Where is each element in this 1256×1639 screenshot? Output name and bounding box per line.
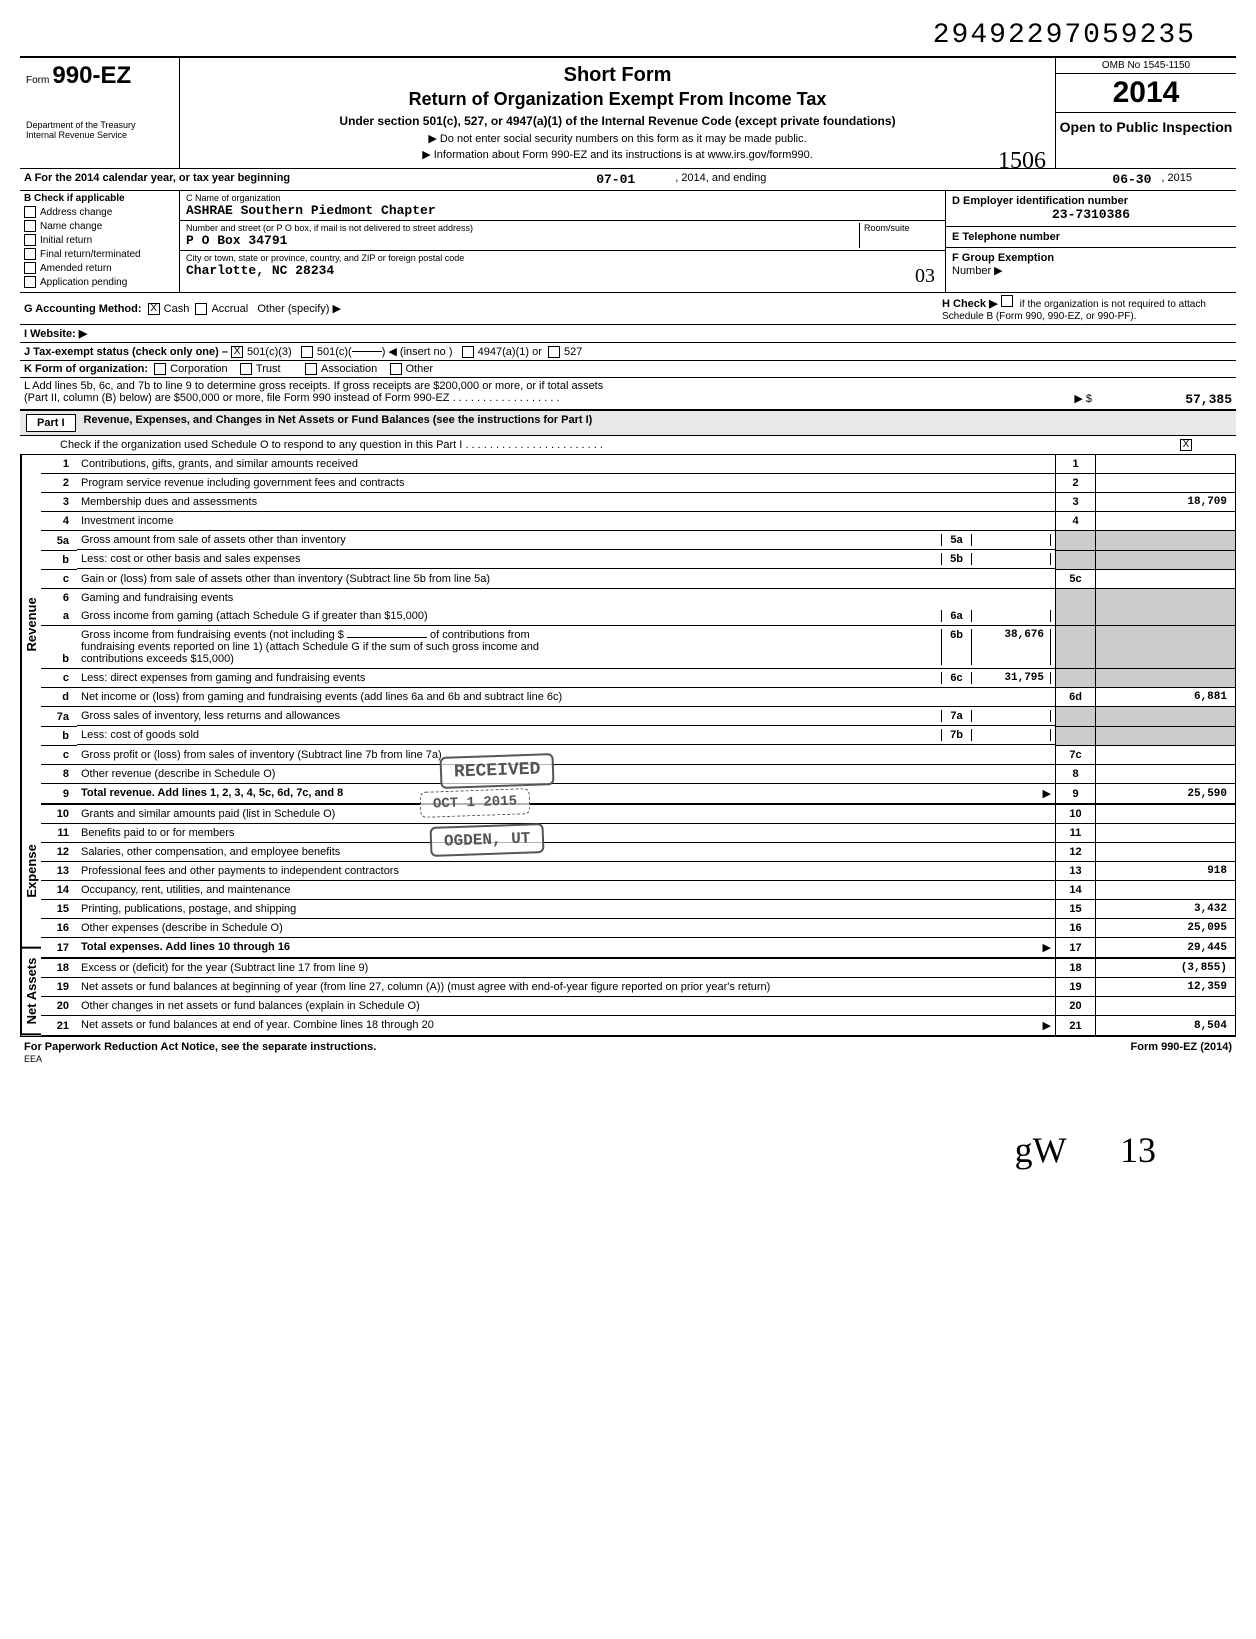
cb-cash[interactable]: X bbox=[148, 303, 160, 315]
label-netassets: Net Assets bbox=[21, 948, 41, 1035]
cb-other[interactable] bbox=[390, 363, 402, 375]
cb-address-change[interactable] bbox=[24, 206, 36, 218]
part-1-header: Part I Revenue, Expenses, and Changes in… bbox=[20, 409, 1236, 436]
cb-corporation[interactable] bbox=[154, 363, 166, 375]
row-i-website: I Website: ▶ bbox=[20, 325, 1236, 343]
cb-accrual[interactable] bbox=[195, 303, 207, 315]
val-line-18: (3,855) bbox=[1096, 958, 1236, 978]
val-line-3: 18,709 bbox=[1096, 493, 1236, 512]
form-ref: Form 990-EZ (2014) bbox=[1131, 1041, 1232, 1065]
page-footer: For Paperwork Reduction Act Notice, see … bbox=[20, 1036, 1236, 1069]
cb-501c3[interactable]: X bbox=[231, 346, 243, 358]
org-info-section: B Check if applicable Address change Nam… bbox=[20, 191, 1236, 293]
val-line-19: 12,359 bbox=[1096, 977, 1236, 996]
handwritten-03: 03 bbox=[915, 265, 935, 288]
form-header: Form 990-EZ Department of the Treasury I… bbox=[20, 56, 1236, 169]
form-title-long: Return of Organization Exempt From Incom… bbox=[190, 89, 1045, 110]
val-line-6b: 38,676 bbox=[971, 629, 1051, 665]
val-line-17: 29,445 bbox=[1096, 937, 1236, 958]
section-b-checkboxes: B Check if applicable Address change Nam… bbox=[20, 191, 180, 292]
cb-trust[interactable] bbox=[240, 363, 252, 375]
initials: gW 13 bbox=[20, 1129, 1236, 1171]
cb-amended-return[interactable] bbox=[24, 262, 36, 274]
cb-application-pending[interactable] bbox=[24, 276, 36, 288]
open-public-label: Open to Public Inspection bbox=[1056, 113, 1236, 141]
val-line-6c: 31,795 bbox=[971, 672, 1051, 684]
row-g-accounting: G Accounting Method: X Cash Accrual Othe… bbox=[20, 293, 1236, 325]
cb-501c[interactable] bbox=[301, 346, 313, 358]
cb-name-change[interactable] bbox=[24, 220, 36, 232]
cb-schedule-o[interactable]: X bbox=[1180, 439, 1192, 451]
cb-4947[interactable] bbox=[462, 346, 474, 358]
cb-527[interactable] bbox=[548, 346, 560, 358]
cb-schedule-b[interactable] bbox=[1001, 295, 1013, 307]
cb-association[interactable] bbox=[305, 363, 317, 375]
stamp-received: RECEIVED bbox=[439, 753, 554, 789]
cb-initial-return[interactable] bbox=[24, 234, 36, 246]
row-a-tax-year: A For the 2014 calendar year, or tax yea… bbox=[20, 169, 1236, 191]
row-k-form-org: K Form of organization: Corporation Trus… bbox=[20, 361, 1236, 378]
document-number: 29492297059235 bbox=[20, 20, 1236, 51]
val-line-9: 25,590 bbox=[1096, 783, 1236, 804]
ein: 23-7310386 bbox=[952, 207, 1230, 222]
handwritten-note: 1506 bbox=[998, 148, 1046, 175]
gross-receipts: 57,385 bbox=[1092, 392, 1232, 407]
row-l-gross-receipts: L Add lines 5b, 6c, and 7b to line 9 to … bbox=[20, 378, 1236, 409]
val-line-6d: 6,881 bbox=[1096, 688, 1236, 707]
val-line-13: 918 bbox=[1096, 861, 1236, 880]
val-line-16: 25,095 bbox=[1096, 918, 1236, 937]
form-meta: OMB No 1545-1150 2014 Open to Public Ins… bbox=[1056, 58, 1236, 168]
dept-irs: Internal Revenue Service bbox=[26, 130, 173, 140]
section-c-org: C Name of organization ASHRAE Southern P… bbox=[180, 191, 946, 292]
form-page: 29492297059235 Form 990-EZ Department of… bbox=[20, 20, 1236, 1171]
tax-year: 2014 bbox=[1056, 74, 1236, 113]
stamp-date: OCT 1 2015 bbox=[420, 788, 531, 818]
label-revenue: Revenue bbox=[21, 455, 41, 795]
form-title-block: Short Form Return of Organization Exempt… bbox=[180, 58, 1056, 168]
row-j-tax-status: J Tax-exempt status (check only one) – X… bbox=[20, 343, 1236, 361]
label-expense: Expense bbox=[21, 795, 41, 949]
val-line-21: 8,504 bbox=[1096, 1015, 1236, 1035]
form-title-short: Short Form bbox=[190, 64, 1045, 87]
cb-final-return[interactable] bbox=[24, 248, 36, 260]
stamp-ogden: OGDEN, UT bbox=[430, 823, 545, 857]
part-1-table: Revenue Expense Net Assets 1Contribution… bbox=[20, 455, 1236, 1036]
val-line-15: 3,432 bbox=[1096, 899, 1236, 918]
lines-table: 1Contributions, gifts, grants, and simil… bbox=[41, 455, 1236, 1036]
omb-number: OMB No 1545-1150 bbox=[1056, 58, 1236, 74]
form-subtitle: Under section 501(c), 527, or 4947(a)(1)… bbox=[190, 114, 1045, 128]
org-street: P O Box 34791 bbox=[186, 233, 859, 248]
org-city: Charlotte, NC 28234 bbox=[186, 263, 939, 278]
dept-treasury: Department of the Treasury bbox=[26, 120, 173, 130]
section-de: D Employer identification number 23-7310… bbox=[946, 191, 1236, 292]
org-name: ASHRAE Southern Piedmont Chapter bbox=[186, 203, 939, 218]
form-identifier: Form 990-EZ Department of the Treasury I… bbox=[20, 58, 180, 168]
